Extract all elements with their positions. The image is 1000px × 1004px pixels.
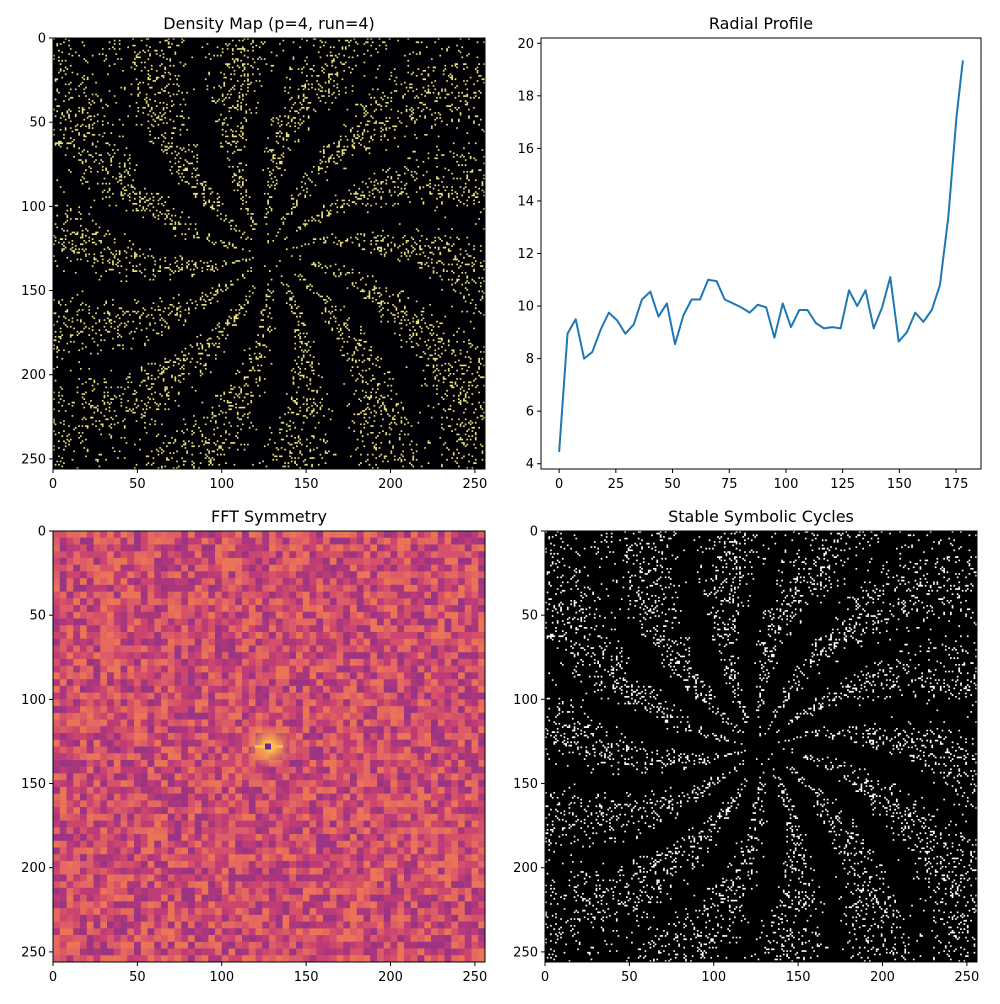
fft-symmetry-x-tick-label: 250 — [462, 970, 487, 985]
density-map-frame — [52, 37, 486, 470]
stable-cycles-y-tick-label: 200 — [513, 861, 538, 876]
fft-symmetry-x-tick-label: 50 — [129, 970, 146, 985]
radial-profile-title: Radial Profile — [709, 14, 813, 33]
stable-cycles-y-tick-label: 50 — [521, 609, 538, 624]
radial-profile-y-tick-label: 10 — [517, 300, 534, 315]
density-map-y-tick-label: 0 — [38, 32, 46, 47]
density-map-y-tick-label: 150 — [21, 284, 46, 299]
fft-symmetry-y-tick-label: 200 — [21, 861, 46, 876]
radial-profile-y-tick-label: 16 — [517, 142, 534, 157]
density-map-y-tick-label: 50 — [29, 116, 46, 131]
radial-profile-x-tick-label: 50 — [664, 477, 681, 492]
fft-symmetry-noise-cells — [53, 531, 486, 963]
fft-symmetry-y-tick-label: 0 — [38, 525, 46, 540]
density-map-y-tick-label: 200 — [21, 368, 46, 383]
stable-cycles-points — [545, 531, 977, 962]
stable-cycles-x-tick-label: 0 — [541, 970, 549, 985]
density-map-x-tick-label: 250 — [462, 477, 487, 492]
density-map-x-tick-label: 100 — [209, 477, 234, 492]
fft-symmetry-x-tick-label: 200 — [378, 970, 403, 985]
stable-cycles-x-tick-label: 200 — [870, 970, 895, 985]
fft-symmetry-x-tick-label: 100 — [209, 970, 234, 985]
stable-cycles-y-tick-label: 250 — [513, 945, 538, 960]
radial-profile-x-tick-label: 25 — [608, 477, 625, 492]
fft-symmetry-x-tick-label: 150 — [294, 970, 319, 985]
stable-cycles-x-tick-label: 150 — [786, 970, 811, 985]
density-map-x-tick-label: 150 — [294, 477, 319, 492]
radial-profile-series-line — [558, 60, 964, 452]
radial-profile-y-tick-label: 14 — [517, 194, 534, 209]
radial-profile-x-tick-label: 75 — [721, 477, 738, 492]
fft-symmetry-x-tick-label: 0 — [49, 970, 57, 985]
stable-cycles-y-tick-label: 0 — [530, 525, 538, 540]
radial-profile-y-tick-label: 4 — [526, 457, 534, 472]
radial-profile-x-tick-label: 125 — [830, 477, 855, 492]
radial-profile-y-tick-label: 12 — [517, 247, 534, 262]
stable-cycles-y-tick-label: 150 — [513, 777, 538, 792]
density-map-x-tick-label: 50 — [129, 477, 146, 492]
density-map-point-cells — [53, 38, 485, 469]
radial-profile-x-tick-label: 100 — [774, 477, 799, 492]
density-map-x-tick-label: 200 — [378, 477, 403, 492]
radial-profile-x-tick-label: 150 — [887, 477, 912, 492]
stable-cycles-title: Stable Symbolic Cycles — [668, 507, 854, 526]
radial-profile-y-tick-label: 20 — [517, 37, 534, 52]
density-map-title: Density Map (p=4, run=4) — [163, 14, 375, 33]
radial-profile-y-tick-label: 8 — [526, 352, 534, 367]
stable-cycles-y-tick-label: 100 — [513, 693, 538, 708]
radial-profile-background — [541, 38, 981, 469]
fft-symmetry-peak-center — [265, 743, 271, 750]
fft-symmetry-y-tick-label: 150 — [21, 777, 46, 792]
stable-cycles-x-tick-label: 250 — [954, 970, 979, 985]
fft-symmetry-frame — [52, 530, 486, 963]
radial-profile-y-tick-label: 6 — [526, 405, 534, 420]
stable-cycles-x-tick-label: 100 — [701, 970, 726, 985]
density-map-points — [53, 38, 485, 469]
stable-cycles-x-tick-label: 50 — [621, 970, 638, 985]
density-map-x-tick-label: 0 — [49, 477, 57, 492]
stable-cycles-point-cells — [545, 531, 977, 962]
fft-symmetry-y-tick-label: 250 — [21, 945, 46, 960]
radial-profile-x-tick-label: 175 — [944, 477, 969, 492]
fft-symmetry-y-tick-label: 100 — [21, 693, 46, 708]
fft-symmetry-title: FFT Symmetry — [211, 507, 327, 526]
stable-cycles-frame — [544, 530, 978, 963]
density-map-y-tick-label: 100 — [21, 200, 46, 215]
fft-symmetry-y-tick-label: 50 — [29, 609, 46, 624]
radial-profile-panel: 0 25 50 75 100 125 150 175 4 6 8 10 12 14 16 18 20 — [517, 37, 982, 492]
radial-profile-y-tick-label: 18 — [517, 89, 534, 104]
density-map-y-tick-label: 250 — [21, 452, 46, 467]
radial-profile-x-tick-label: 0 — [555, 477, 563, 492]
